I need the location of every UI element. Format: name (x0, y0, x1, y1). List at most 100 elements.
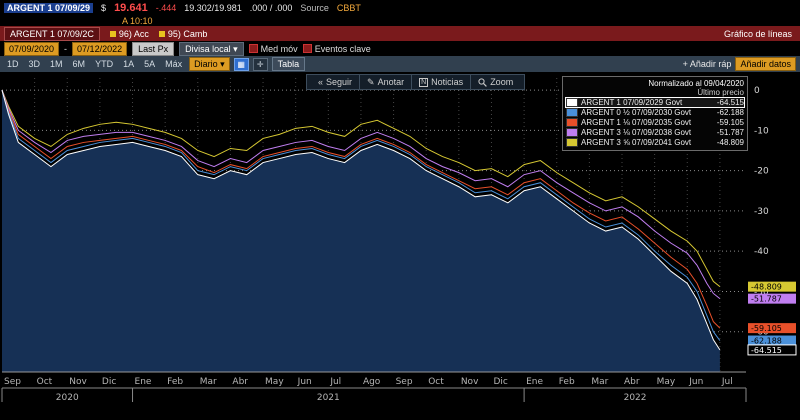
quote-ticker[interactable]: ARGENT 1 07/09/29 (4, 3, 94, 13)
series-swatch (566, 128, 578, 137)
key-events-toggle[interactable]: Eventos clave (302, 43, 371, 54)
menu-item-acc[interactable]: 96) Acc (109, 28, 149, 39)
zoom-label: Zoom (490, 77, 514, 87)
series-name: ARGENT 0 ½ 07/09/2030 Govt (581, 108, 692, 117)
period-6m[interactable]: 6M (72, 59, 86, 69)
pencil-icon: ✎ (367, 76, 375, 87)
period-3d[interactable]: 3D (28, 59, 41, 69)
svg-text:Abr: Abr (232, 377, 248, 387)
series-name: ARGENT 3 ⅛ 07/09/2038 Govt (581, 128, 692, 137)
add-data-button[interactable]: Añadir datos (735, 57, 796, 71)
legend-subtitle: Último precio (697, 88, 744, 97)
chart-legend: Normalizado al 09/04/2020 Último precio … (562, 76, 748, 151)
news-icon: N (419, 77, 429, 87)
menu-bullet-icon (109, 30, 116, 37)
period-1d[interactable]: 1D (7, 59, 19, 69)
currency-select[interactable]: Divisa local ▾ (179, 41, 244, 56)
svg-text:Ene: Ene (135, 377, 152, 387)
svg-text:Oct: Oct (428, 377, 444, 387)
source-value: CBBT (336, 3, 361, 13)
price-chart[interactable]: 0-10-20-30-40-50-60SepOctNovDicEneFebMar… (0, 72, 800, 415)
news-label: Noticias (431, 77, 464, 87)
series-last-price: -59.105 (716, 118, 744, 127)
menu-item-camb[interactable]: 95) Camb (158, 28, 208, 39)
svg-text:Nov: Nov (69, 377, 87, 387)
moving-average-label: Med móv (260, 43, 298, 54)
chart-settings-button[interactable]: ✛ (252, 57, 268, 71)
legend-row-3[interactable]: ARGENT 3 ⅛ 07/09/2038 Govt -51.787 (566, 128, 744, 137)
news-tool[interactable]: N Noticias (412, 75, 472, 89)
svg-text:Ago: Ago (363, 377, 381, 387)
zoom-tool[interactable]: Zoom (471, 75, 520, 89)
source-label: Source (300, 3, 329, 13)
menu-item-label: 96) Acc (118, 28, 149, 39)
security-tab[interactable]: ARGENT 1 07/09/2C (4, 26, 100, 41)
frequency-select[interactable]: Diario ▾ (189, 57, 230, 71)
svg-text:-40: -40 (754, 247, 769, 257)
controls-bar: 07/09/2020 - 07/12/2022 Last Px Divisa l… (0, 41, 800, 56)
moving-average-icon (248, 44, 258, 53)
period-max[interactable]: Máx (165, 59, 183, 69)
date-separator: - (64, 43, 68, 54)
follow-tool[interactable]: « Seguir (311, 75, 361, 89)
svg-text:Jun: Jun (297, 377, 312, 387)
svg-text:Nov: Nov (461, 377, 479, 387)
period-ytd[interactable]: YTD (95, 59, 114, 69)
period-5y[interactable]: 5A (144, 59, 156, 69)
quote-bar: ARGENT 1 07/09/29 $ 19.641 -.444 19.302/… (0, 0, 800, 26)
svg-text:-10: -10 (754, 126, 769, 136)
svg-text:Dic: Dic (493, 377, 507, 387)
add-quick-button[interactable]: + Añadir ráp (682, 59, 732, 69)
svg-text:May: May (265, 377, 284, 387)
svg-text:Sep: Sep (396, 377, 413, 387)
menu-bar: ARGENT 1 07/09/2C 96) Acc 95) Camb Gráfi… (0, 26, 800, 41)
svg-text:-64.515: -64.515 (751, 346, 782, 355)
series-swatch (566, 118, 578, 127)
legend-row-1[interactable]: ARGENT 0 ½ 07/09/2030 Govt -62.188 (566, 108, 744, 117)
legend-row-4[interactable]: ARGENT 3 ⅝ 07/09/2041 Govt -48.809 (566, 138, 744, 147)
view-title: Gráfico de líneas (723, 28, 792, 39)
svg-text:0: 0 (754, 86, 760, 96)
last-px-button[interactable]: Last Px (132, 41, 175, 56)
svg-text:-30: -30 (754, 207, 769, 217)
table-button[interactable]: Tabla (271, 57, 306, 71)
legend-row-2[interactable]: ARGENT 1 ⅛ 07/09/2035 Govt -59.105 (566, 118, 744, 127)
date-to-input[interactable]: 07/12/2022 (72, 41, 128, 56)
svg-text:Jul: Jul (329, 377, 341, 387)
svg-text:2020: 2020 (56, 393, 79, 403)
moving-average-toggle[interactable]: Med móv (248, 43, 298, 54)
menu-bullet-icon (158, 30, 165, 37)
currency-select-label: Divisa local (185, 43, 231, 54)
date-from-input[interactable]: 07/09/2020 (4, 41, 60, 56)
svg-text:Ene: Ene (526, 377, 543, 387)
svg-text:Mar: Mar (591, 377, 608, 387)
chart-style-button[interactable]: ▦ (233, 57, 249, 71)
series-last-price: -48.809 (716, 138, 744, 147)
legend-row-0[interactable]: ARGENT 1 07/09/2029 Govt -64.515 (565, 97, 745, 108)
legend-title: Normalizado al 09/04/2020 (648, 79, 744, 88)
key-events-label: Eventos clave (314, 43, 371, 54)
frequency-label: Diario (194, 59, 218, 69)
annotate-tool[interactable]: ✎ Anotar (360, 75, 413, 89)
chevrons-icon: « (318, 77, 324, 87)
series-name: ARGENT 1 ⅛ 07/09/2035 Govt (581, 118, 692, 127)
svg-text:Jul: Jul (721, 377, 733, 387)
period-1m[interactable]: 1M (50, 59, 63, 69)
quote-currency: $ (101, 3, 107, 13)
chevron-down-icon: ▾ (220, 59, 225, 69)
period-1y[interactable]: 1A (123, 59, 135, 69)
menu-item-label: 95) Camb (167, 28, 208, 39)
series-swatch (566, 108, 578, 117)
series-swatch (566, 98, 578, 107)
chart-area: 0-10-20-30-40-50-60SepOctNovDicEneFebMar… (0, 72, 800, 415)
follow-label: Seguir (326, 77, 353, 87)
chart-toolbar: « Seguir ✎ Anotar N Noticias Zoom (306, 74, 526, 90)
quote-yields: .000 / .000 (249, 3, 293, 13)
series-last-price: -62.188 (716, 108, 744, 117)
quote-price: 19.641 (114, 2, 148, 14)
zoom-icon (478, 77, 488, 87)
chevron-down-icon: ▾ (233, 43, 238, 54)
svg-text:Feb: Feb (559, 377, 575, 387)
svg-text:Jun: Jun (688, 377, 703, 387)
period-toolbar: 1D 3D 1M 6M YTD 1A 5A Máx Diario ▾ ▦ ✛ T… (0, 56, 800, 72)
